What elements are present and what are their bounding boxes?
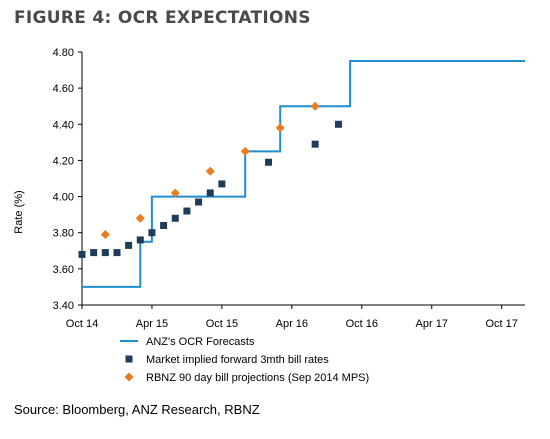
market-bill-rate-point [78,250,86,258]
market-bill-rate-point [218,180,226,188]
x-tick-label: Oct 17 [485,318,517,330]
rbnz-projection-point [135,213,145,223]
series-ocr-forecast-line [82,60,525,288]
legend-rbnz-label: RBNZ 90 day bill projections (Sep 2014 M… [146,372,369,384]
x-tick-label: Oct 14 [66,318,98,330]
market-bill-rate-point [90,249,98,257]
x-tick-label: Oct 15 [206,318,238,330]
ocr-chart: 3.40 3.60 3.80 4.00 4.20 4.40 4.60 4.80 Oct 14 Ap… [13,47,525,384]
legend: ANZ's OCR Forecasts Market implied forwar… [120,336,369,384]
rbnz-projection-point [205,166,215,176]
market-bill-rate-point [171,214,179,222]
plot-area: 3.40 3.60 3.80 4.00 4.20 4.40 4.60 4.80 Oct 14 Ap… [53,47,525,330]
rbnz-projection-point [275,123,285,133]
market-bill-rate-point [160,221,168,229]
rbnz-projection-point [100,230,110,240]
market-bill-rate-point [265,158,273,166]
x-tick-label: Oct 16 [346,318,378,330]
y-tick-label: 3.60 [53,264,74,276]
x-tick-label: Apr 15 [136,318,168,330]
market-bill-rate-point [125,241,133,249]
x-tick-label: Apr 16 [276,318,308,330]
y-tick-label: 3.40 [53,300,74,312]
market-bill-rate-point [101,249,109,257]
legend-market-label: Market implied forward 3mth bill rates [146,354,329,366]
y-tick-label: 4.80 [53,47,74,59]
rbnz-projection-point [240,146,250,156]
market-bill-rate-point [334,120,342,128]
market-bill-rate-point [113,249,121,257]
y-tick-label: 4.60 [53,83,74,95]
legend-rbnz-swatch [124,372,134,382]
source-note: Source: Bloomberg, ANZ Research, RBNZ [14,402,260,417]
rbnz-projection-point [170,188,180,198]
x-tick-label: Apr 17 [416,318,448,330]
y-tick-label: 3.80 [53,228,74,240]
legend-market-swatch [125,355,133,363]
legend-ocr-label: ANZ's OCR Forecasts [146,336,255,348]
market-bill-rate-point [183,207,191,215]
market-bill-rate-point [206,189,214,197]
y-tick-label: 4.20 [53,155,74,167]
y-tick-label: 4.00 [53,192,74,204]
y-axis-label: Rate (%) [13,190,25,233]
market-bill-rate-point [311,140,319,148]
market-bill-rate-point [195,198,203,206]
market-bill-rate-point [148,229,156,237]
figure-title: FIGURE 4: OCR EXPECTATIONS [14,8,311,28]
rbnz-projection-point [310,101,320,111]
y-tick-label: 4.40 [53,119,74,131]
market-bill-rate-point [136,236,144,244]
